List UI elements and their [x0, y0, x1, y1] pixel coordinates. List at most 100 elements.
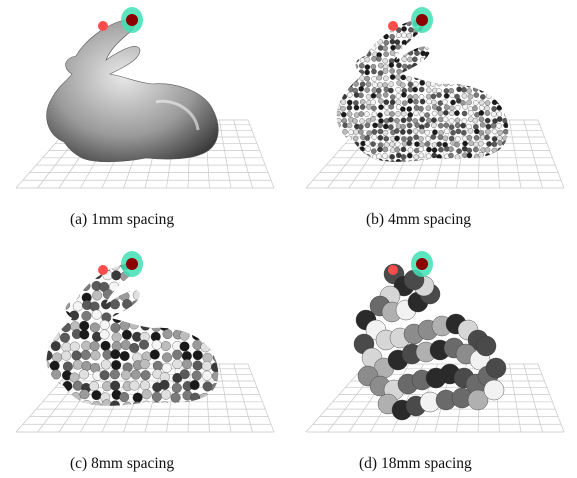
- sphere: [424, 112, 430, 118]
- sphere: [346, 146, 353, 153]
- sphere: [340, 27, 347, 33]
- sphere: [418, 146, 424, 152]
- sphere: [406, 122, 413, 129]
- sphere: [372, 159, 378, 162]
- sphere: [359, 118, 365, 124]
- sphere: [360, 99, 366, 105]
- sphere: [484, 44, 491, 51]
- sphere: [460, 74, 467, 81]
- sphere: [389, 154, 395, 160]
- sphere: [46, 401, 50, 406]
- sphere: [352, 118, 358, 124]
- sphere: [455, 128, 462, 135]
- sphere: [438, 33, 444, 39]
- sphere: [191, 321, 202, 332]
- sphere: [450, 99, 456, 106]
- sphere: [73, 253, 83, 263]
- sphere: [383, 123, 389, 130]
- sphere: [209, 331, 219, 342]
- sphere: [335, 9, 340, 14]
- sphere: [442, 116, 449, 123]
- sphere: [504, 27, 509, 33]
- sphere: [461, 130, 467, 136]
- sphere: [407, 147, 414, 153]
- sphere: [483, 379, 505, 401]
- sphere: [99, 370, 110, 381]
- sphere: [510, 166, 515, 171]
- goal-marker: [98, 251, 143, 277]
- sphere: [443, 88, 450, 94]
- sphere: [448, 33, 455, 39]
- sphere: [132, 401, 143, 406]
- sphere: [358, 124, 364, 130]
- sphere: [406, 20, 412, 27]
- sphere: [454, 104, 461, 111]
- sphere: [406, 128, 413, 135]
- sphere: [382, 19, 388, 21]
- sphere: [426, 146, 432, 153]
- sphere: [201, 361, 212, 371]
- sphere: [199, 393, 210, 403]
- sphere: [383, 33, 389, 40]
- sphere: [150, 301, 161, 312]
- sphere: [359, 26, 366, 32]
- sphere: [189, 271, 200, 282]
- sphere: [503, 166, 508, 171]
- sphere: [449, 105, 455, 111]
- sphere: [407, 46, 414, 52]
- sphere: [413, 134, 419, 140]
- sphere: [111, 270, 122, 281]
- bunny-render-1mm: [15, 7, 275, 189]
- sphere: [378, 10, 383, 15]
- sphere: [152, 360, 163, 371]
- sphere: [431, 70, 438, 76]
- sphere: [61, 402, 72, 406]
- sphere: [508, 111, 509, 117]
- sphere: [394, 146, 400, 153]
- start-point: [388, 265, 398, 275]
- sphere: [460, 9, 465, 14]
- sphere: [60, 252, 70, 262]
- sphere: [478, 80, 484, 86]
- sphere: [336, 134, 342, 141]
- sphere: [454, 69, 461, 76]
- sphere: [432, 21, 438, 28]
- sphere: [346, 69, 352, 76]
- sphere: [478, 57, 484, 63]
- sphere: [419, 111, 425, 118]
- sphere: [80, 281, 91, 291]
- sphere: [336, 122, 341, 128]
- sphere: [436, 80, 442, 87]
- sphere: [394, 57, 400, 63]
- sphere: [503, 99, 509, 105]
- sphere: [172, 263, 183, 270]
- sphere: [91, 309, 102, 320]
- sphere: [400, 154, 407, 160]
- sphere: [468, 110, 474, 116]
- sphere: [407, 50, 414, 56]
- sphere: [389, 68, 395, 74]
- sphere: [412, 70, 418, 76]
- sphere: [503, 51, 509, 57]
- sphere: [388, 116, 394, 123]
- sphere: [508, 92, 513, 97]
- sphere: [377, 158, 384, 162]
- sphere: [496, 135, 503, 141]
- sphere: [371, 129, 378, 135]
- sphere: [102, 289, 113, 300]
- sphere: [163, 263, 173, 272]
- sphere: [466, 88, 472, 94]
- sphere: [50, 291, 61, 302]
- sphere: [412, 128, 419, 134]
- sphere: [51, 310, 62, 321]
- sphere: [336, 98, 341, 104]
- sphere: [454, 110, 460, 116]
- sphere: [431, 165, 436, 170]
- sphere: [402, 63, 408, 70]
- sphere: [461, 87, 467, 93]
- sphere: [61, 342, 72, 353]
- sphere: [461, 118, 468, 124]
- sphere: [431, 158, 438, 162]
- sphere: [151, 391, 162, 402]
- sphere: [472, 81, 479, 87]
